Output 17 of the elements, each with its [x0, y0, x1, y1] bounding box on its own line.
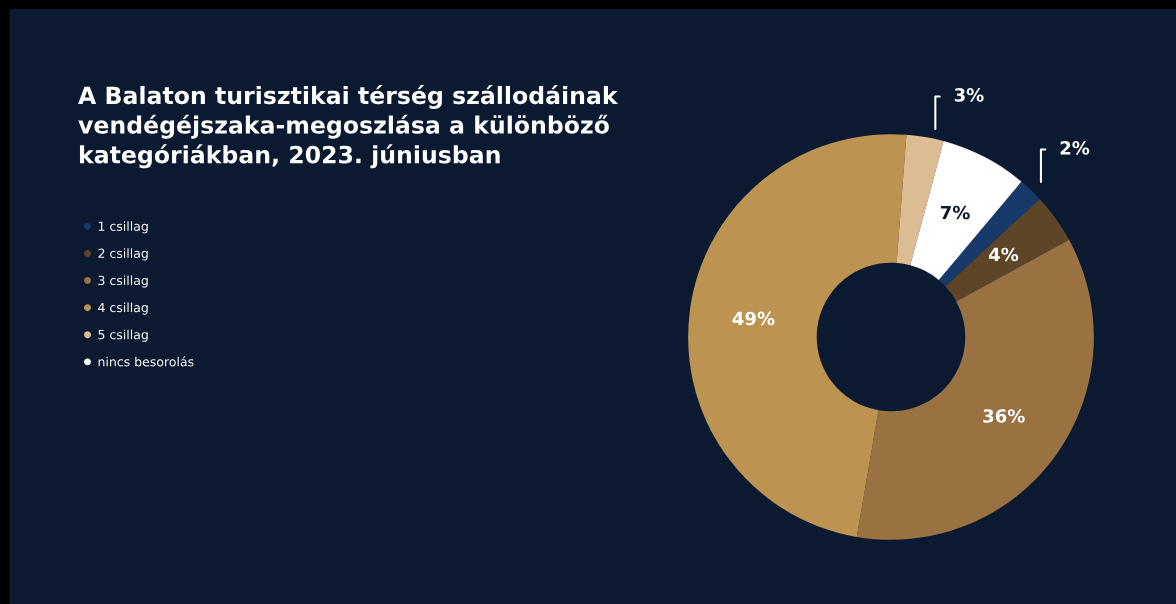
donut-slice [856, 239, 1094, 540]
donut-slice [688, 134, 907, 537]
donut-slice [938, 181, 1040, 287]
data-label: 49% [732, 311, 775, 326]
donut-slice [910, 141, 1022, 281]
data-label: 4% [988, 247, 1019, 262]
data-label: 36% [983, 409, 1025, 423]
legend-label: 2 csillag [98, 248, 148, 261]
legend-label: 1 csillag [98, 221, 148, 234]
legend-label: nincs besorolás [98, 356, 194, 367]
legend-label: 4 csillag [98, 302, 148, 315]
text: A Balaton turisztikai térség szállodáinak vendégéjszaka-megoszlása a különböző kategóriákban, 2023. júniusban [78, 85, 619, 169]
legend-label: 5 csillag [98, 329, 148, 342]
data-label: 7% [940, 205, 970, 220]
data-label: 2% [1060, 141, 1090, 155]
data-label: 3% [954, 88, 984, 102]
legend-label: 3 csillag [98, 275, 148, 288]
